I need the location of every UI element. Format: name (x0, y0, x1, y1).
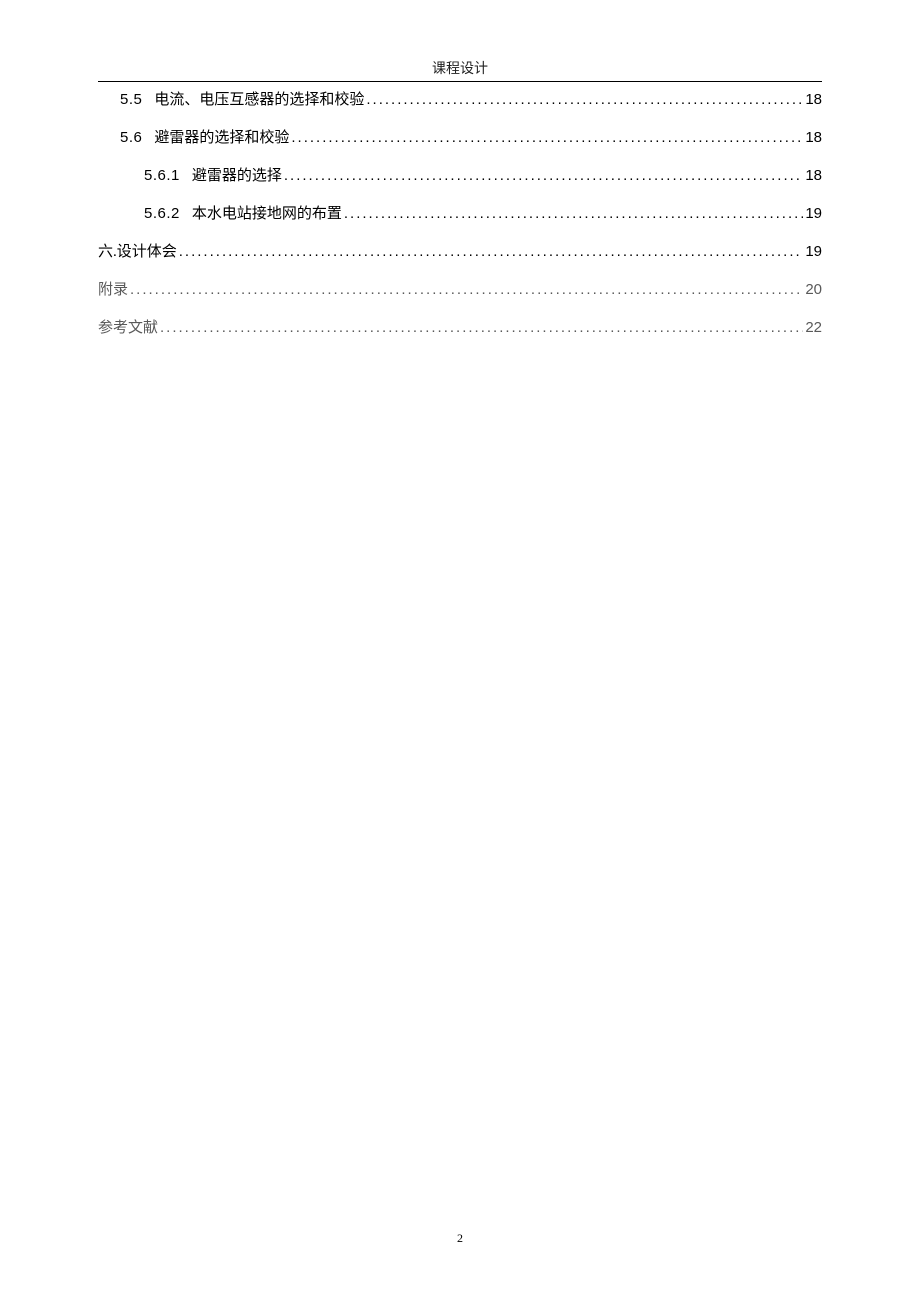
toc-entry: 六.设计体会 19 (98, 244, 822, 260)
toc-leader-dots (284, 168, 803, 183)
toc-leader-dots (291, 130, 803, 145)
toc-entry-label: 电流、电压互感器的选择和校验 (154, 93, 364, 108)
toc-entry-label: 避雷器的选择和校验 (154, 131, 289, 146)
table-of-contents: 5.5 电流、电压互感器的选择和校验 18 5.6 避雷器的选择和校验 18 5… (98, 92, 822, 336)
toc-entry-page: 18 (805, 130, 822, 145)
toc-entry-number: 5.6 (120, 130, 142, 145)
toc-entry-label: 本水电站接地网的布置 (192, 207, 342, 222)
toc-entry-page: 18 (805, 92, 822, 107)
toc-entry: 5.5 电流、电压互感器的选择和校验 18 (98, 92, 822, 108)
toc-leader-dots (344, 206, 803, 221)
toc-entry-number: 5.6.1 (144, 168, 180, 183)
toc-leader-dots (179, 244, 804, 259)
toc-entry-page: 19 (805, 206, 822, 221)
toc-leader-dots (160, 320, 803, 335)
toc-entry-label: 六.设计体会 (98, 245, 177, 260)
toc-entry-number: 5.5 (120, 92, 142, 107)
toc-entry-page: 18 (805, 168, 822, 183)
toc-entry-label: 避雷器的选择 (192, 169, 282, 184)
toc-leader-dots (366, 92, 803, 107)
toc-entry-label: 附录 (98, 283, 128, 298)
toc-entry-page: 20 (805, 282, 822, 297)
toc-entry-label: 参考文献 (98, 321, 158, 336)
header-rule (98, 81, 822, 82)
toc-entry: 参考文献 22 (98, 320, 822, 336)
toc-entry: 5.6 避雷器的选择和校验 18 (98, 130, 822, 146)
toc-leader-dots (130, 282, 803, 297)
toc-entry: 5.6.2 本水电站接地网的布置 19 (98, 206, 822, 222)
toc-entry-page: 22 (805, 320, 822, 335)
document-page: 课程设计 5.5 电流、电压互感器的选择和校验 18 5.6 避雷器的选择和校验… (0, 0, 920, 1302)
toc-entry: 附录 20 (98, 282, 822, 298)
footer-page-number: 2 (0, 1231, 920, 1246)
toc-entry-number: 5.6.2 (144, 206, 180, 221)
running-header-title: 课程设计 (98, 58, 822, 81)
toc-entry-page: 19 (805, 244, 822, 259)
toc-entry: 5.6.1 避雷器的选择 18 (98, 168, 822, 184)
